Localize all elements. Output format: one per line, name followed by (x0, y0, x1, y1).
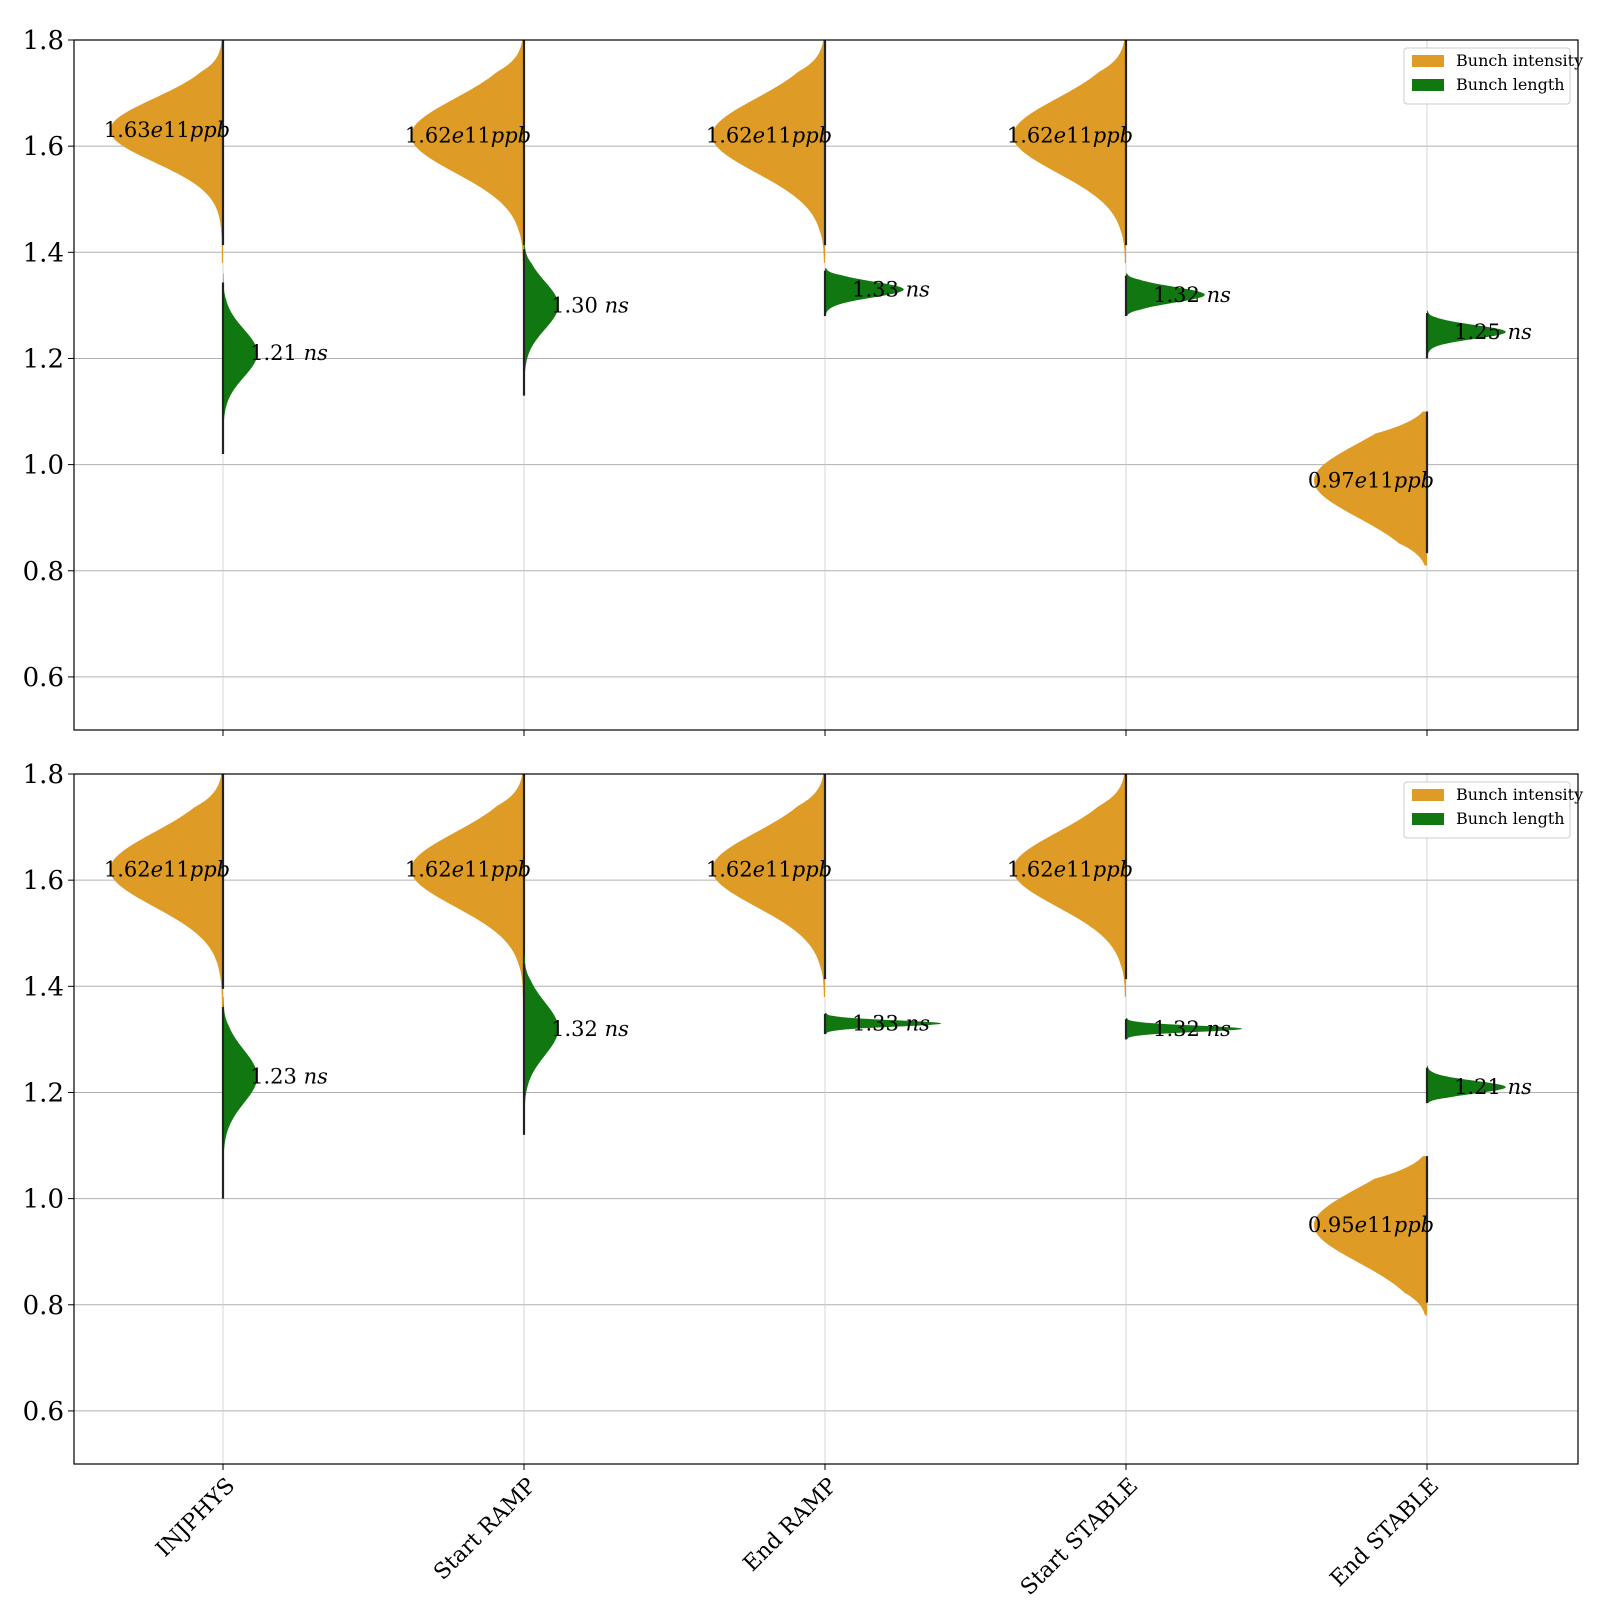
legend-entry: Bunch length (1456, 809, 1565, 828)
intensity-median-label: 1.62e11ppb (104, 858, 230, 882)
x-category-labels: INJPHYS Start RAMP End RAMP Start STABLE End… (152, 1473, 1445, 1600)
intensity-violin (410, 40, 524, 263)
y-tick-label: 0.6 (23, 663, 64, 693)
length-violin (223, 273, 258, 454)
x-category-label: Start STABLE (1016, 1473, 1143, 1600)
length-violin (825, 268, 904, 316)
intensity-median-label: 1.62e11ppb (1007, 124, 1133, 148)
x-category-label: INJPHYS (152, 1473, 241, 1562)
x-category-label: Start RAMP (429, 1473, 541, 1585)
y-tick-label: 1.4 (23, 238, 64, 268)
length-violin (1126, 1018, 1243, 1040)
y-tick-label: 1.8 (23, 760, 64, 790)
length-median-label: 1.23 ns (250, 1065, 328, 1089)
plot-area: 1.62e11ppb 1.62e11ppb 1.62e11ppb 1.62e11ppb… (104, 774, 1532, 1316)
intensity-median-label: 1.62e11ppb (706, 124, 832, 148)
intensity-median-label: 1.62e11ppb (405, 858, 531, 882)
legend: Bunch intensity Bunch length (1403, 47, 1583, 105)
length-violin (1126, 273, 1205, 316)
x-category-label: End RAMP (739, 1473, 842, 1576)
length-median-label: 1.21 ns (1454, 1075, 1532, 1099)
intensity-violin (1313, 411, 1427, 566)
legend-swatch (1412, 789, 1444, 801)
y-tick-label: 0.8 (23, 557, 64, 587)
length-median-label: 1.33 ns (852, 277, 930, 301)
axes-frame (73, 773, 1579, 1465)
intensity-violin (109, 774, 223, 1008)
legend-box (1403, 781, 1571, 839)
length-violin (524, 241, 559, 396)
intensity-median-label: 1.63e11ppb (104, 118, 230, 142)
legend-box (1403, 47, 1571, 105)
y-tick-label: 1.4 (23, 972, 64, 1002)
length-violin (524, 954, 559, 1135)
y-tick-label: 1.6 (23, 866, 64, 896)
length-violin (1427, 310, 1506, 359)
length-median-label: 1.21 ns (250, 341, 328, 365)
length-median-label: 1.32 ns (551, 1017, 629, 1041)
y-tick-label: 1.8 (23, 26, 64, 56)
length-violin (223, 996, 258, 1199)
legend: Bunch intensity Bunch length (1403, 781, 1583, 839)
intensity-median-label: 0.95e11ppb (1308, 1213, 1434, 1237)
y-tick-label: 1.0 (23, 451, 64, 481)
y-tick-label: 1.2 (23, 344, 64, 374)
bottom-violin-panel: 0.60.81.01.21.41.61.81.62e11ppb 1.62e11pp… (23, 760, 1583, 1470)
intensity-violin (1012, 40, 1126, 263)
y-tick-label: 1.0 (23, 1185, 64, 1215)
intensity-violin (711, 774, 825, 997)
legend-swatch (1412, 813, 1444, 825)
length-median-label: 1.30 ns (551, 293, 629, 317)
intensity-violin (711, 40, 825, 263)
intensity-median-label: 0.97e11ppb (1308, 469, 1434, 493)
legend-entry: Bunch intensity (1456, 785, 1583, 804)
legend-swatch (1412, 55, 1444, 67)
length-median-label: 1.25 ns (1454, 320, 1532, 344)
y-tick-label: 1.2 (23, 1078, 64, 1108)
intensity-median-label: 1.62e11ppb (1007, 858, 1133, 882)
intensity-violin (109, 40, 223, 263)
intensity-median-label: 1.62e11ppb (706, 858, 832, 882)
legend-swatch (1412, 79, 1444, 91)
intensity-median-label: 1.62e11ppb (405, 124, 531, 148)
legend-entry: Bunch length (1456, 75, 1565, 94)
legend-entry: Bunch intensity (1456, 51, 1583, 70)
length-violin (1427, 1065, 1506, 1104)
y-tick-label: 0.6 (23, 1397, 64, 1427)
intensity-violin (410, 774, 524, 997)
length-median-label: 1.32 ns (1153, 1017, 1231, 1041)
y-tick-label: 1.6 (23, 132, 64, 162)
plot-area: 1.63e11ppb 1.62e11ppb 1.62e11ppb 1.62e11ppb… (104, 40, 1532, 566)
y-tick-label: 0.8 (23, 1291, 64, 1321)
length-median-label: 1.33 ns (852, 1011, 930, 1035)
length-median-label: 1.32 ns (1153, 283, 1231, 307)
axes-frame (73, 39, 1579, 731)
intensity-violin (1012, 774, 1126, 997)
length-violin (825, 1012, 942, 1035)
intensity-violin (1313, 1156, 1427, 1316)
top-violin-panel: 0.6 0.8 1.0 1.2 1.4 1.6 1.8 1.63e11ppb 1.62e11pp… (23, 26, 1583, 736)
x-category-label: End STABLE (1326, 1473, 1444, 1591)
